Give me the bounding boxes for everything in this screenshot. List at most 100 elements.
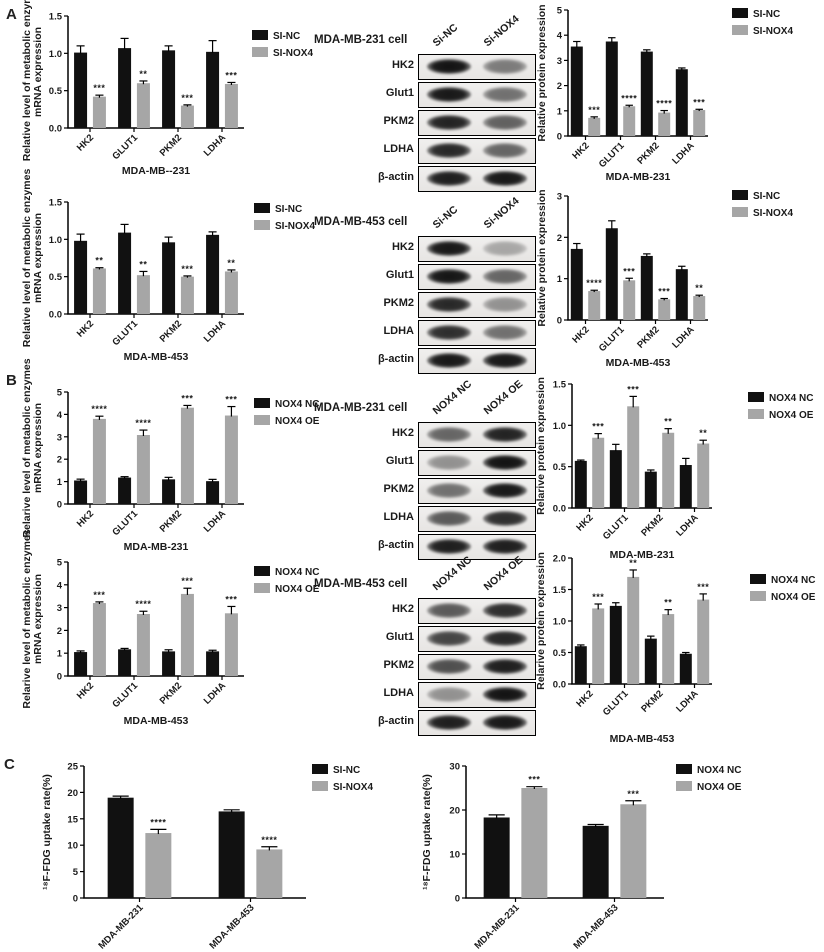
bar <box>675 269 688 320</box>
y-axis-label: Relative level of metabolic enzymes <box>21 169 33 348</box>
y-tick-label: 0.0 <box>553 504 566 515</box>
legend-label: NOX4 NC <box>769 393 813 404</box>
bar <box>588 117 601 136</box>
lane-label: NOX4 OE <box>481 554 525 594</box>
protein-band <box>482 241 527 257</box>
bar <box>609 450 622 508</box>
y-tick-label: 3 <box>557 192 562 203</box>
protein-band <box>427 455 472 471</box>
legend-swatch <box>732 8 748 18</box>
x-axis-label: MDA-MB--231 <box>122 165 190 177</box>
y-axis-label: Relarive protein expression <box>535 552 547 690</box>
bar <box>662 432 675 508</box>
blot-row-label: Glut1 <box>385 269 414 281</box>
bar <box>92 96 106 128</box>
blot-band-box <box>418 264 536 290</box>
bar <box>118 477 132 504</box>
y-tick-label: 0.5 <box>553 462 567 473</box>
significance-stars: *** <box>588 105 600 115</box>
panel-label-b: B <box>6 372 17 389</box>
protein-band <box>427 115 472 131</box>
blot-row-label: PKM2 <box>383 659 414 671</box>
blot-band-box <box>418 236 536 262</box>
category-label: PKM2 <box>635 324 661 350</box>
significance-stars: ** <box>95 256 103 266</box>
category-label: PKM2 <box>158 508 184 534</box>
chart-c-fdg-uptake-si: 0 5 10 15 20 25 MDA-MB-231 **** MDA-MB-453 **** ¹⁸… <box>12 754 424 952</box>
bar <box>136 275 150 314</box>
bar <box>224 83 238 128</box>
legend-label: NOX4 NC <box>771 575 815 586</box>
panel-label-a: A <box>6 6 17 23</box>
bar <box>570 46 583 136</box>
protein-band <box>427 659 472 675</box>
blot-row-label: LDHA <box>383 325 414 337</box>
y-tick-label: 4 <box>57 580 63 591</box>
y-axis-label: Relative protein expression <box>536 189 548 326</box>
category-label: GLUT1 <box>597 140 627 170</box>
bar <box>679 653 692 684</box>
y-tick-label: 1 <box>57 649 63 660</box>
y-tick-label: 5 <box>73 867 79 878</box>
category-label: LDHA <box>674 688 701 715</box>
y-axis-label: mRNA expression <box>32 574 44 664</box>
legend-label: NOX4 NC <box>275 567 319 578</box>
significance-stars: *** <box>181 93 193 103</box>
significance-stars: **** <box>656 99 672 109</box>
x-axis-label: MDA-MB-231 <box>610 549 675 561</box>
lane-label: NOX4 NC <box>430 378 474 418</box>
significance-stars: *** <box>181 264 193 274</box>
y-tick-label: 25 <box>67 762 78 773</box>
legend-swatch <box>732 207 748 217</box>
legend-label: SI-NOX4 <box>275 221 315 232</box>
protein-band <box>482 631 527 647</box>
y-tick-label: 1.0 <box>49 49 62 60</box>
legend-swatch <box>254 415 270 425</box>
legend-label: NOX4 OE <box>769 410 814 421</box>
legend-swatch <box>732 190 748 200</box>
significance-stars: **** <box>621 93 637 103</box>
blot-title: MDA-MB-231 cell <box>314 34 408 46</box>
significance-stars: ** <box>227 258 235 268</box>
bar <box>256 849 283 898</box>
y-tick-label: 0.5 <box>553 648 567 659</box>
blot-band-box <box>418 478 536 504</box>
category-label: MDA-MB-231 <box>472 902 522 952</box>
legend-swatch <box>254 203 270 213</box>
protein-band <box>482 427 527 443</box>
category-label: GLUT1 <box>110 508 140 538</box>
bar <box>162 50 176 129</box>
y-tick-label: 1.0 <box>553 421 566 432</box>
category-label: HK2 <box>574 688 595 709</box>
y-tick-label: 2.0 <box>553 554 566 565</box>
significance-stars: ** <box>139 69 147 79</box>
significance-stars: *** <box>93 590 105 600</box>
legend-swatch <box>750 591 766 601</box>
bar <box>74 480 88 504</box>
significance-stars: *** <box>528 775 540 785</box>
legend-swatch <box>252 30 268 40</box>
bar <box>224 271 238 314</box>
y-tick-label: 4 <box>57 410 63 421</box>
y-axis-label: Relarive protein expression <box>535 377 547 515</box>
legend-label: SI-NC <box>275 204 302 215</box>
significance-stars: ** <box>629 558 637 568</box>
x-axis-label: MDA-MB-231 <box>124 541 189 553</box>
bar <box>588 291 601 320</box>
blot-band-box <box>418 422 536 448</box>
blot-band-box <box>418 320 536 346</box>
blot-band-box <box>418 534 536 560</box>
blot-row-label: β-actin <box>377 171 414 183</box>
bar <box>623 280 636 320</box>
blot-row-label: β-actin <box>377 715 414 727</box>
protein-band <box>427 325 472 341</box>
significance-stars: **** <box>261 835 277 845</box>
y-tick-label: 10 <box>67 841 78 852</box>
legend-label: SI-NOX4 <box>273 48 313 59</box>
legend-swatch <box>312 764 328 774</box>
category-label: LDHA <box>670 140 697 167</box>
legend-label: NOX4 OE <box>275 584 320 595</box>
bar <box>609 605 622 684</box>
category-label: MDA-MB-231 <box>96 902 146 952</box>
bar <box>162 242 176 314</box>
